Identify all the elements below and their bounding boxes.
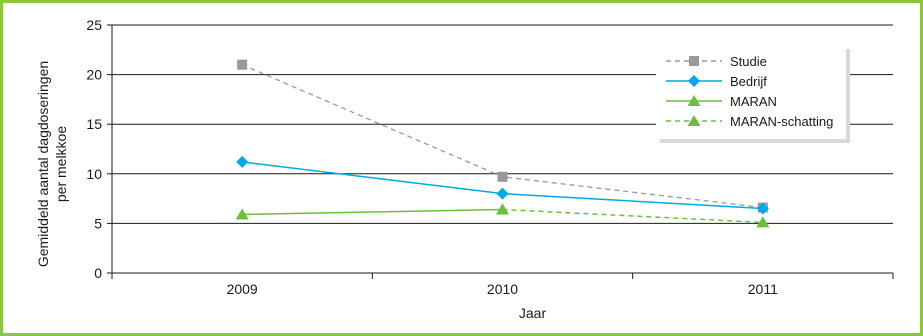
series-bedrijf <box>236 155 769 215</box>
legend-marker <box>688 75 700 87</box>
axes <box>107 24 894 279</box>
series-maran <box>235 203 509 220</box>
data-point <box>237 59 248 70</box>
x-tick-label: 2011 <box>748 281 778 297</box>
x-axis-title: Jaar <box>519 305 547 321</box>
data-point <box>496 187 509 200</box>
series-maran-schatting <box>496 203 770 228</box>
y-axis-title-line-1: Gemiddeld aantal dagdoseringen <box>35 61 51 267</box>
y-tick-label: 15 <box>86 116 102 132</box>
x-tick-label: 2009 <box>227 281 258 297</box>
data-point <box>496 203 509 215</box>
legend-marker <box>687 95 701 106</box>
y-tick-label: 0 <box>94 265 102 281</box>
legend-label: MARAN-schatting <box>730 114 833 129</box>
data-point <box>756 202 769 215</box>
data-point <box>497 171 508 182</box>
y-tick-labels: 0 5 10 15 20 25 <box>86 17 102 281</box>
series-line <box>242 161 763 210</box>
data-point <box>235 208 249 220</box>
series-layer <box>235 59 770 228</box>
series-line <box>502 208 763 224</box>
y-tick-label: 20 <box>86 67 102 83</box>
data-point <box>236 155 249 168</box>
legend-marker <box>689 56 699 66</box>
x-tick-label: 2010 <box>487 281 518 297</box>
x-tick-labels: 2009 2010 2011 <box>227 281 779 297</box>
y-tick-label: 5 <box>94 215 102 231</box>
data-point <box>756 216 770 228</box>
series-line <box>242 208 503 216</box>
legend: Studie Bedrijf MARAN MARAN-schatting <box>656 45 850 143</box>
y-tick-label: 25 <box>86 17 102 33</box>
legend-marker <box>687 115 701 126</box>
legend-label: Bedrijf <box>730 74 767 89</box>
legend-label: MARAN <box>730 94 777 109</box>
y-axis-title-line-2: per melkkoe <box>53 126 69 202</box>
y-tick-label: 10 <box>86 166 102 182</box>
legend-label: Studie <box>730 54 767 69</box>
